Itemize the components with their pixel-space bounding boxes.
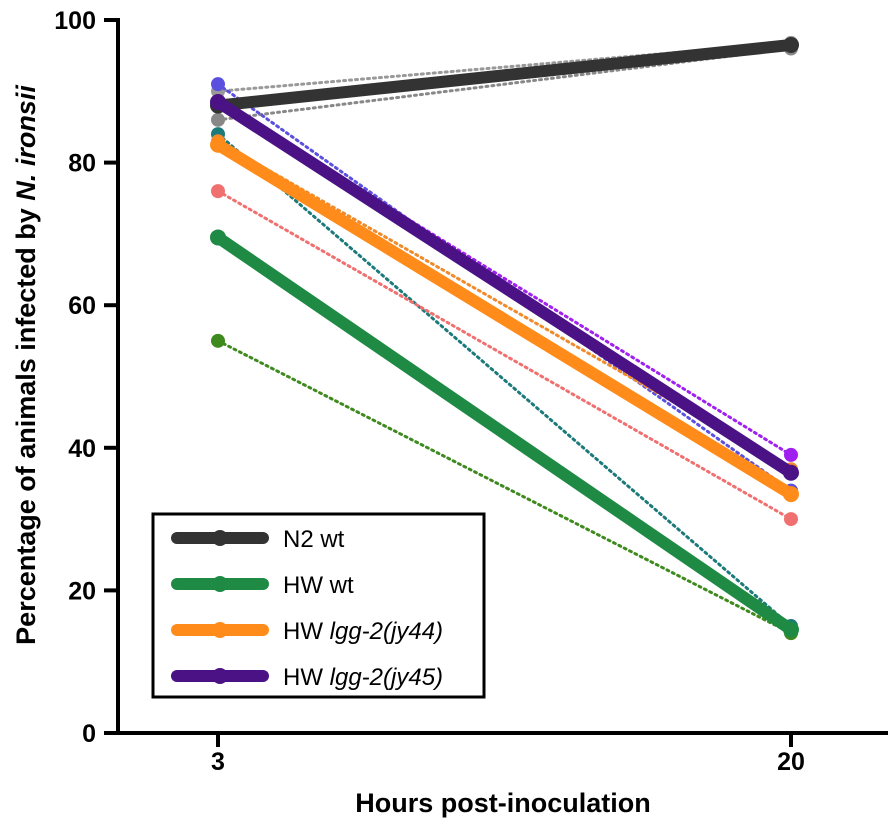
legend-swatch-point — [212, 576, 228, 592]
x-tick-label: 20 — [777, 748, 805, 776]
series-1 — [210, 36, 799, 114]
series-point — [783, 36, 799, 53]
legend-box — [151, 512, 486, 699]
y-tick-label: 0 — [82, 720, 96, 748]
series-point — [783, 486, 799, 503]
y-tick-label: 100 — [54, 7, 96, 35]
y-axis-title: Percentage of animals infected by N. iro… — [11, 85, 41, 645]
legend-swatch-point — [212, 622, 228, 638]
series-point — [783, 464, 799, 481]
legend-entry: HW lgg-2(jy44) — [171, 618, 443, 645]
replicate-point — [211, 333, 225, 348]
legend-label-italic: lgg-2(jy44) — [330, 618, 443, 645]
series-line — [212, 231, 797, 636]
series-line — [212, 95, 797, 479]
replicate-line — [216, 100, 793, 457]
replicate-point — [211, 184, 225, 199]
y-axis-title-italic: N. ironsii — [11, 85, 41, 201]
legend-label: HW lgg-2(jy45) — [283, 664, 443, 691]
legend-label-italic: lgg-2(jy45) — [330, 664, 443, 691]
legend-swatch-point — [212, 668, 228, 684]
replicate-line — [216, 339, 793, 635]
y-tick-label: 20 — [68, 577, 96, 605]
y-tick-label: 40 — [68, 435, 96, 463]
y-tick-label: 80 — [68, 150, 96, 178]
replicate-line — [216, 189, 793, 521]
series-line — [212, 38, 797, 112]
x-axis-title: Hours post-inoculation — [355, 788, 650, 818]
series-2 — [210, 229, 799, 638]
legend-entry: HW lgg-2(jy45) — [171, 664, 443, 691]
replicate-line — [216, 132, 793, 628]
series-point — [783, 621, 799, 638]
series-3 — [210, 136, 799, 503]
legend-label-plain: HW wt — [283, 572, 354, 599]
legend-swatch-point — [212, 530, 228, 546]
replicate-line — [216, 139, 793, 471]
replicate-point — [784, 512, 798, 527]
replicate-1 — [211, 35, 798, 99]
legend-entry: HW wt — [171, 572, 354, 599]
y-axis-title-plain: Percentage of animals infected by — [11, 201, 41, 645]
legend-label: HW lgg-2(jy44) — [283, 618, 443, 645]
series-point — [210, 229, 226, 246]
series-line — [212, 138, 797, 501]
replicate-point — [211, 77, 225, 92]
replicate-point — [784, 447, 798, 462]
series-lines — [210, 36, 799, 638]
legend-label-plain: N2 wt — [283, 526, 345, 553]
legend-label: HW wt — [283, 572, 354, 599]
series-point — [210, 136, 226, 153]
series-4 — [210, 93, 799, 481]
y-tick-label: 60 — [68, 292, 96, 320]
y-ticks: 0 20 40 60 80 100 — [54, 7, 118, 748]
legend-entry: N2 wt — [171, 526, 345, 553]
legend-label-plain: HW — [283, 664, 330, 691]
replicate-point — [211, 112, 225, 127]
legend-label-plain: HW — [283, 618, 330, 645]
x-ticks: 3 20 — [211, 733, 805, 776]
legend-label: N2 wt — [283, 526, 345, 553]
series-point — [210, 93, 226, 110]
replicate-7 — [211, 184, 798, 527]
x-tick-label: 3 — [211, 748, 225, 776]
